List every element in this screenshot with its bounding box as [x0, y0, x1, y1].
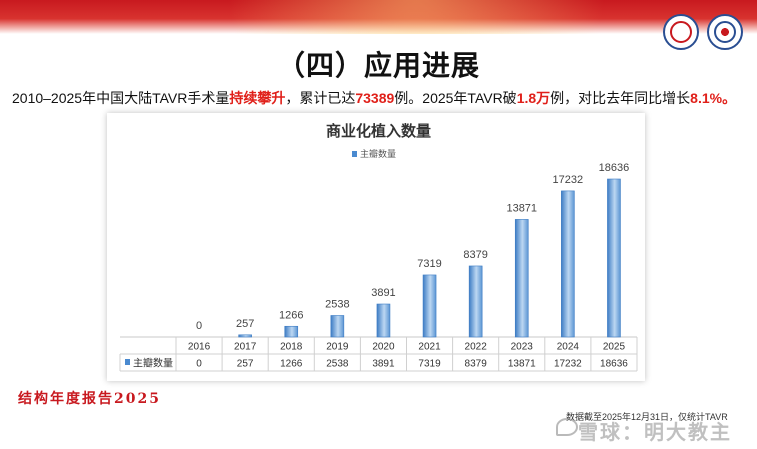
chart-legend: 主瓣数量: [352, 147, 396, 160]
category-label-2019: 2019: [326, 342, 349, 353]
hospital-logo-icon: [707, 14, 743, 50]
table-row-header: 主瓣数量: [133, 357, 173, 370]
summary-text: ，累计已达: [285, 90, 356, 106]
value-label-2019: 2538: [325, 298, 349, 310]
value-label-2022: 8379: [463, 249, 487, 261]
society-logo-icon: [663, 14, 699, 50]
category-label-2025: 2025: [603, 342, 626, 353]
table-cell-2016: 0: [196, 359, 202, 370]
summary-text: 。: [722, 90, 737, 106]
summary-line: 2010–2025年中国大陆TAVR手术量持续攀升，累计已达73389例。202…: [12, 88, 736, 108]
summary-highlight: 8.1%: [690, 90, 723, 106]
category-label-2017: 2017: [234, 342, 257, 353]
category-label-2018: 2018: [280, 342, 303, 353]
bar-2017: [238, 334, 252, 338]
summary-highlight: 73389: [355, 90, 395, 106]
bar-2019: [330, 315, 345, 338]
chart-panel: [107, 113, 645, 381]
bar-2021: [422, 274, 437, 338]
value-label-2025: 18636: [599, 162, 630, 174]
chart-title: 商业化植入数量: [325, 123, 431, 140]
bar-2024: [561, 190, 575, 338]
watermark-icon: [556, 418, 578, 436]
bar-2018: [284, 325, 299, 338]
summary-text: 例，对比去年同比增长: [550, 90, 691, 106]
category-label-2024: 2024: [557, 342, 580, 353]
header-band: [0, 0, 757, 34]
value-label-2016: 0: [196, 320, 202, 332]
value-label-2018: 1266: [279, 309, 303, 321]
legend-label: 主瓣数量: [360, 149, 397, 159]
category-label-2023: 2023: [511, 342, 534, 353]
table-cell-2018: 1266: [280, 359, 303, 370]
logos: [663, 14, 743, 50]
bar-2022: [468, 265, 483, 338]
category-label-2016: 2016: [188, 342, 211, 353]
data-note: 数据截至2025年12月31日，仅统计TAVR: [566, 412, 728, 422]
category-label-2020: 2020: [372, 342, 395, 353]
summary-text: 例。2025年TAVR破: [394, 90, 517, 106]
watermark-text: 雪球：明大教主: [578, 422, 732, 444]
legend-swatch: [352, 150, 357, 157]
value-label-2017: 257: [236, 318, 254, 330]
bar-2025: [607, 178, 621, 338]
table-cell-2024: 17232: [554, 359, 582, 370]
table-cell-2021: 7319: [418, 359, 441, 370]
value-label-2021: 7319: [417, 258, 441, 270]
page-title: （四）应用进展: [276, 50, 480, 81]
summary-highlight: 1.8万: [516, 90, 551, 106]
value-label-2023: 13871: [506, 202, 537, 214]
table-cell-2019: 2538: [326, 359, 349, 370]
table-cell-2022: 8379: [465, 359, 488, 370]
table-cell-2025: 18636: [600, 359, 628, 370]
summary-highlight: 持续攀升: [229, 90, 286, 106]
table-cell-2020: 3891: [372, 359, 395, 370]
table-cell-2023: 13871: [508, 359, 536, 370]
value-label-2020: 3891: [371, 287, 395, 299]
category-label-2021: 2021: [418, 342, 441, 353]
report-brand: 结构年度报告2025: [18, 391, 161, 407]
summary-text: 2010–2025年中国大陆TAVR手术量: [12, 90, 230, 106]
bar-2020: [376, 303, 391, 338]
table-cell-2017: 257: [237, 359, 254, 370]
bar-2023: [514, 219, 529, 338]
category-label-2022: 2022: [465, 342, 488, 353]
table-legend-swatch: [125, 359, 130, 365]
value-label-2024: 17232: [553, 174, 584, 186]
